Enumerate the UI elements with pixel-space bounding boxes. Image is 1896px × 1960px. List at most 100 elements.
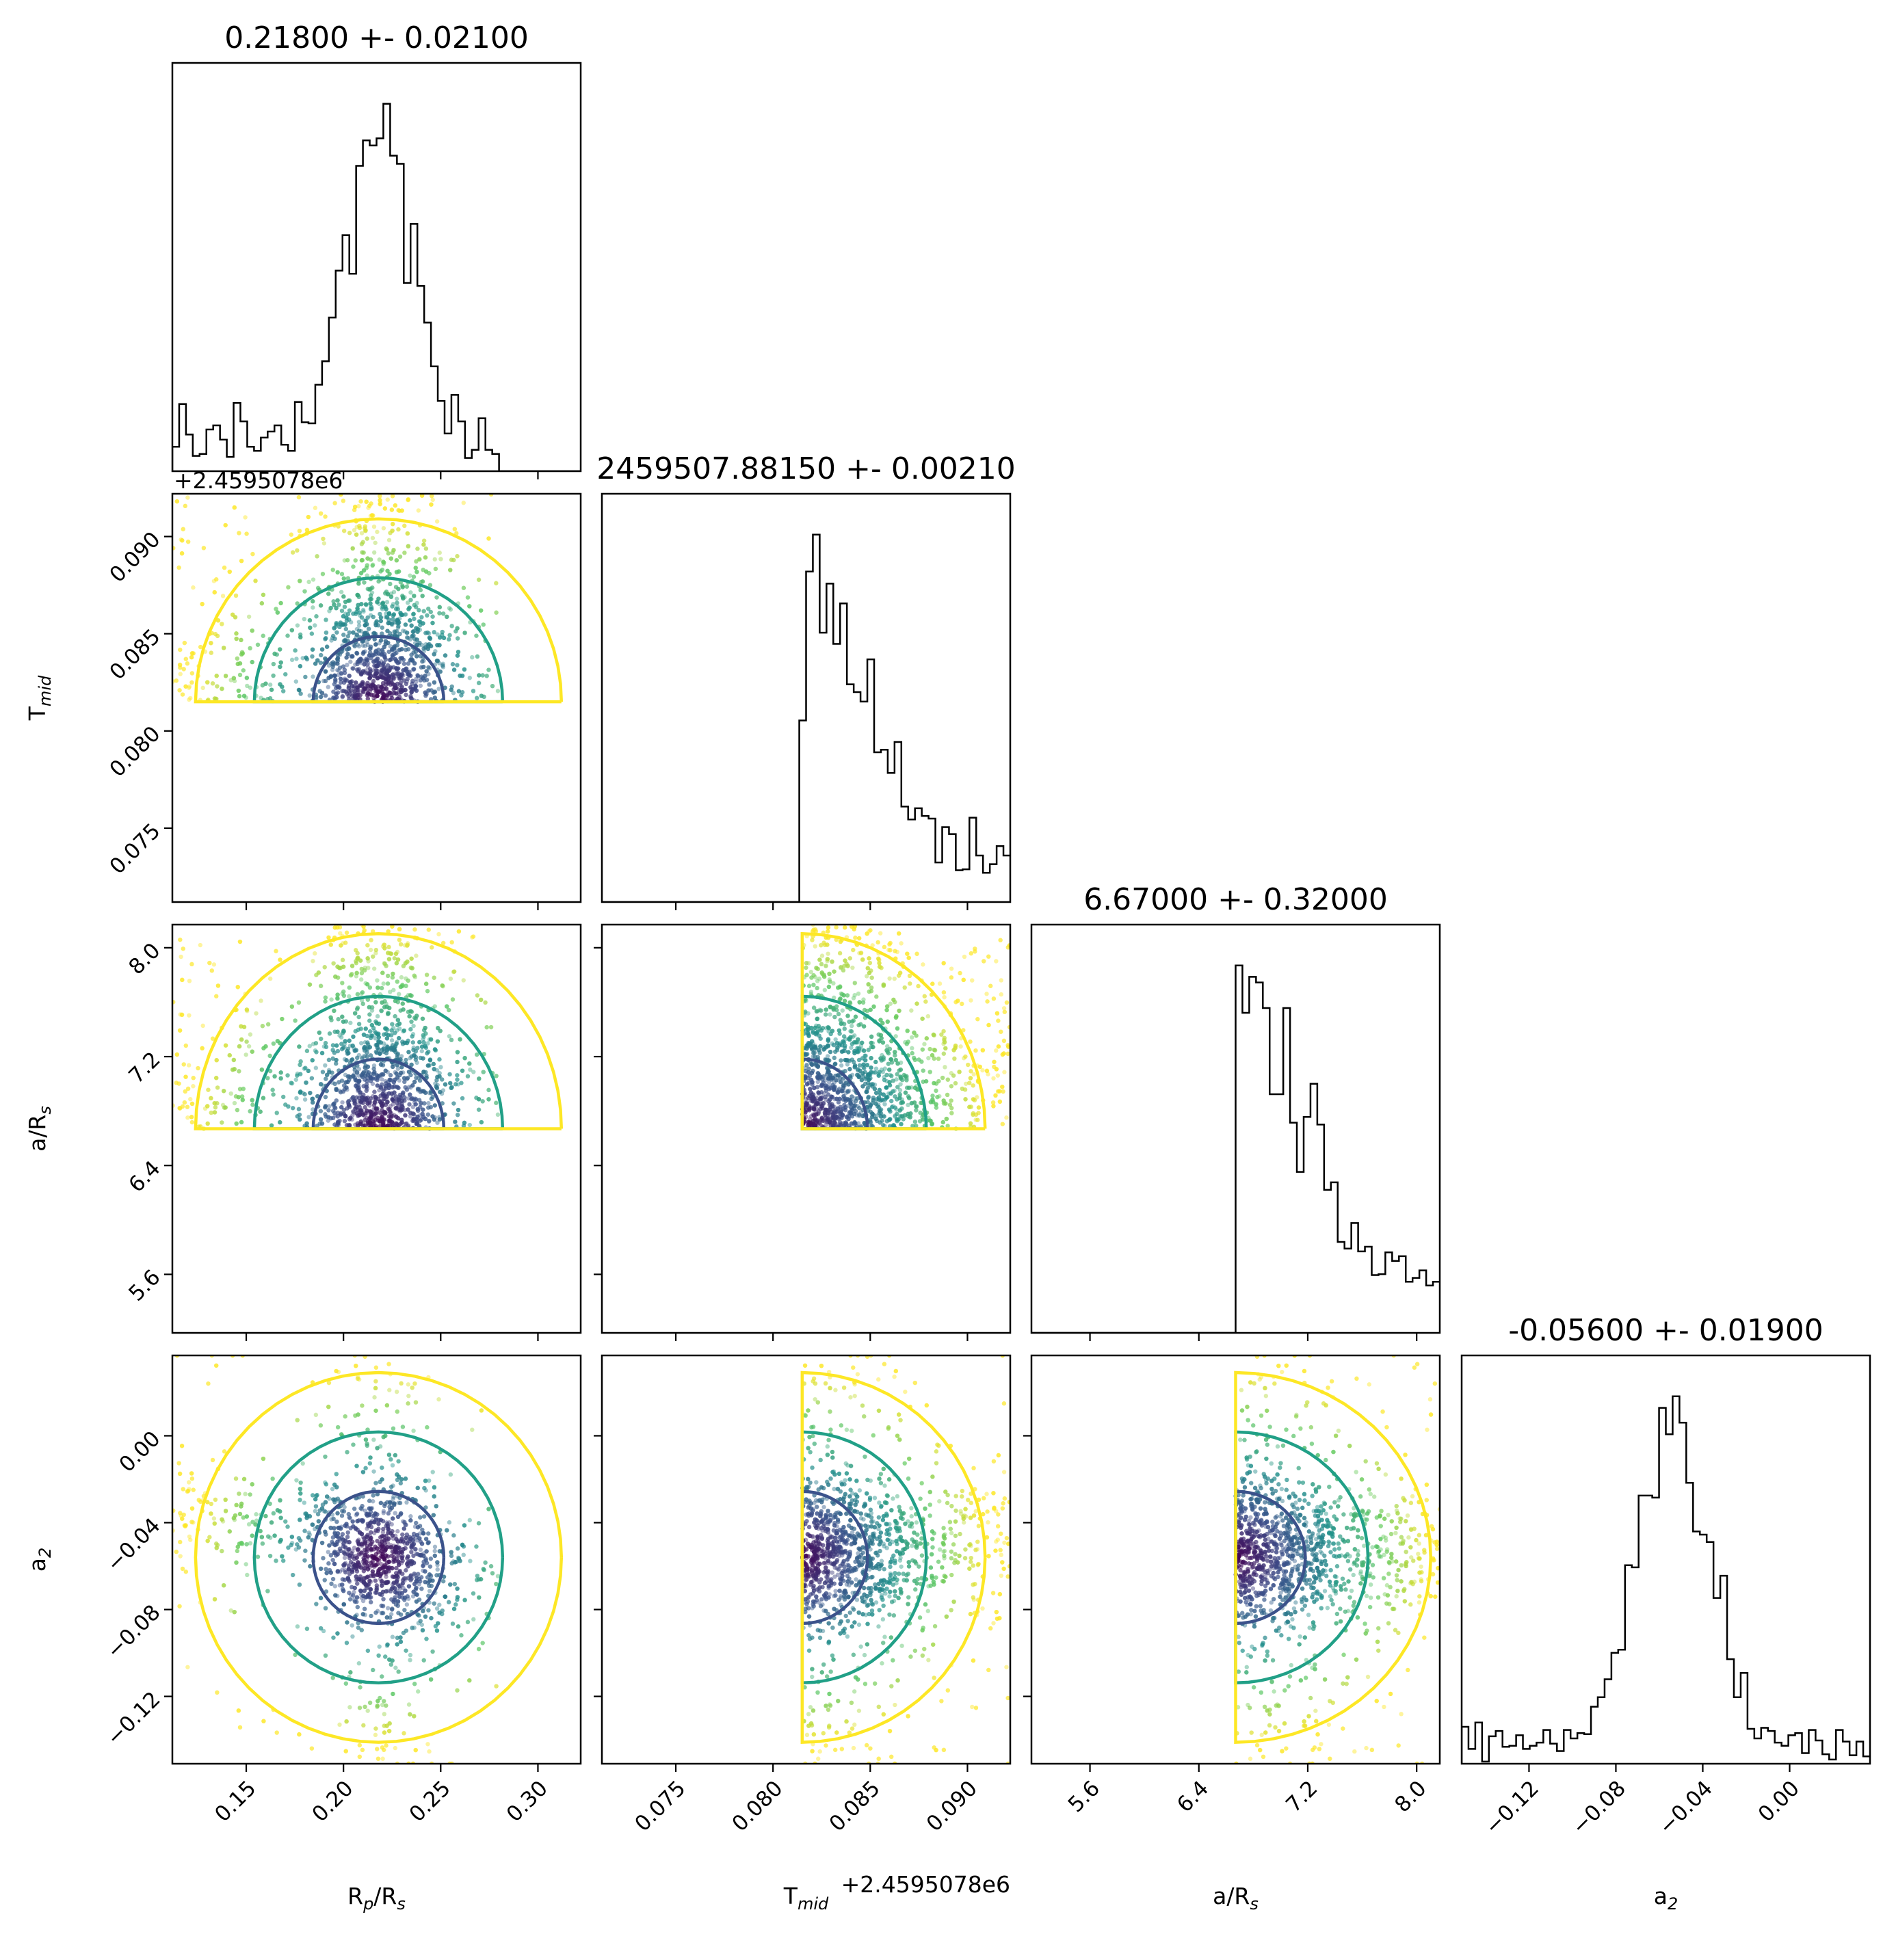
scatter-point (398, 680, 403, 685)
scatter-point (375, 690, 380, 695)
scatter-point (336, 1122, 341, 1128)
scatter-point (394, 691, 399, 696)
scatter-point (427, 641, 432, 647)
scatter-point (365, 665, 371, 670)
scatter-point (376, 985, 380, 990)
scatter-point (363, 649, 368, 654)
scatter-point (318, 1082, 324, 1087)
scatter-point (424, 669, 429, 674)
scatter-point (415, 673, 420, 678)
scatter-point (384, 1081, 389, 1086)
scatter-point (406, 672, 410, 677)
scatter-point (339, 943, 343, 948)
scatter-point (388, 1123, 393, 1128)
scatter-point (352, 1011, 358, 1016)
scatter-point (494, 1074, 499, 1078)
scatter-point (391, 676, 396, 682)
scatter-point (189, 671, 195, 676)
scatter-point (183, 1089, 188, 1094)
scatter-point (494, 1100, 499, 1105)
scatter-point (410, 658, 415, 663)
scatter-point (384, 670, 389, 675)
scatter-point (376, 651, 381, 656)
scatter-point (488, 1024, 494, 1030)
scatter-point (347, 1103, 352, 1108)
scatter-point (467, 1061, 472, 1066)
scatter-point (334, 1087, 339, 1093)
scatter-point (368, 557, 373, 562)
scatter-point (417, 1087, 422, 1092)
scatter-point (342, 1042, 347, 1046)
scatter-point (293, 1077, 299, 1082)
scatter-point (373, 686, 378, 691)
scatter-point (376, 689, 381, 695)
scatter-point (414, 1120, 419, 1126)
scatter-point (452, 527, 458, 531)
scatter-point (341, 639, 347, 644)
scatter-point (397, 674, 401, 679)
scatter-point (269, 687, 274, 692)
scatter-point (302, 589, 307, 594)
scatter-point (209, 641, 213, 646)
scatter-point (347, 689, 352, 694)
scatter-point (396, 1123, 401, 1128)
scatter-point (334, 622, 339, 627)
scatter-point (351, 564, 356, 569)
scatter-point (328, 942, 333, 947)
scatter-point (352, 1046, 356, 1051)
scatter-point (382, 1032, 386, 1037)
scatter-point (280, 685, 285, 689)
scatter-point (423, 645, 428, 650)
scatter-point (393, 657, 398, 662)
scatter-point (354, 695, 359, 700)
scatter-point (358, 657, 363, 661)
scatter-point (420, 659, 425, 664)
scatter-point (364, 657, 369, 661)
scatter-point (364, 566, 369, 570)
scatter-point (372, 674, 377, 678)
scatter-point (313, 951, 317, 956)
scatter-point (398, 656, 403, 661)
scatter-point (354, 1007, 360, 1011)
scatter-point (347, 531, 352, 535)
scatter-point (494, 581, 499, 585)
scatter-point (363, 602, 369, 607)
scatter-point (345, 576, 351, 581)
scatter-point (210, 1036, 215, 1041)
scatter-point (484, 1024, 489, 1030)
scatter-point (418, 622, 423, 628)
scatter-point (337, 665, 343, 670)
scatter-point (347, 1043, 353, 1048)
scatter-point (350, 1117, 354, 1122)
scatter-point (326, 935, 331, 940)
scatter-point (356, 1022, 362, 1027)
scatter-point (319, 691, 325, 696)
scatter-point (399, 676, 404, 681)
scatter-point (214, 994, 219, 998)
scatter-point (367, 692, 372, 697)
scatter-point (367, 675, 372, 680)
scatter-point (337, 624, 342, 630)
scatter-point (380, 1107, 384, 1113)
scatter-point (244, 676, 250, 680)
scatter-point (382, 962, 387, 966)
scatter-point (397, 659, 402, 665)
scatter-point (365, 622, 369, 627)
scatter-point (376, 689, 381, 695)
scatter-point (409, 690, 414, 695)
scatter-point (359, 1098, 365, 1103)
scatter-point (381, 691, 386, 697)
scatter-point (347, 1117, 352, 1122)
scatter-point (404, 666, 408, 672)
scatter-point (366, 626, 371, 631)
scatter-point (361, 682, 367, 687)
scatter-point (180, 538, 185, 543)
scatter-point (350, 546, 355, 551)
scatter-point (335, 964, 340, 969)
scatter-point (389, 591, 394, 596)
scatter-point (412, 1097, 417, 1102)
scatter-point (352, 504, 358, 509)
scatter-point (413, 1102, 418, 1107)
scatter-point (237, 1044, 242, 1049)
scatter-point (356, 955, 360, 960)
